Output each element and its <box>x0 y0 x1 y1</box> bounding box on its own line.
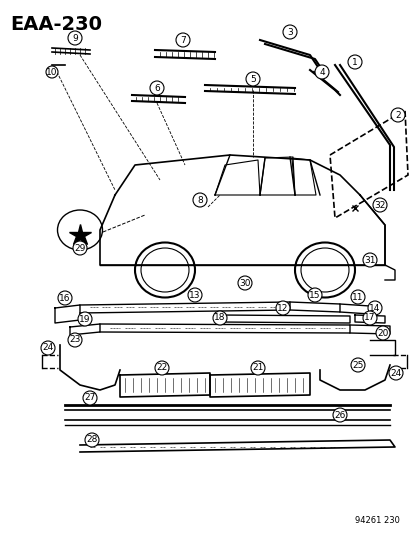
Text: 24: 24 <box>389 368 401 377</box>
Text: 8: 8 <box>197 196 202 205</box>
Text: 29: 29 <box>74 244 85 253</box>
Circle shape <box>362 311 376 325</box>
Text: 1: 1 <box>351 58 357 67</box>
Text: 13: 13 <box>189 290 200 300</box>
Text: 22: 22 <box>156 364 167 373</box>
Circle shape <box>85 433 99 447</box>
Circle shape <box>41 341 55 355</box>
Text: 25: 25 <box>351 360 363 369</box>
Text: 94261 230: 94261 230 <box>354 516 399 525</box>
Circle shape <box>372 198 386 212</box>
Circle shape <box>350 358 364 372</box>
Circle shape <box>314 65 328 79</box>
Text: 26: 26 <box>334 410 345 419</box>
Text: 32: 32 <box>373 200 385 209</box>
Circle shape <box>375 326 389 340</box>
Circle shape <box>332 408 346 422</box>
Text: 10: 10 <box>46 68 57 77</box>
Circle shape <box>58 291 72 305</box>
Circle shape <box>237 276 252 290</box>
Text: 3: 3 <box>287 28 292 36</box>
Circle shape <box>176 33 190 47</box>
Circle shape <box>367 301 381 315</box>
Text: EAA-230: EAA-230 <box>10 15 102 34</box>
Text: 21: 21 <box>252 364 263 373</box>
Text: 18: 18 <box>214 313 225 322</box>
Circle shape <box>275 301 289 315</box>
Circle shape <box>46 66 58 78</box>
Circle shape <box>307 288 321 302</box>
Text: 31: 31 <box>363 255 375 264</box>
Text: 4: 4 <box>318 68 324 77</box>
Circle shape <box>362 253 376 267</box>
Text: 12: 12 <box>277 303 288 312</box>
Circle shape <box>68 333 82 347</box>
Circle shape <box>212 311 226 325</box>
Text: 27: 27 <box>84 393 95 402</box>
Circle shape <box>188 288 202 302</box>
Text: 15: 15 <box>309 290 320 300</box>
Text: 23: 23 <box>69 335 81 344</box>
Text: 11: 11 <box>351 293 363 302</box>
Text: 7: 7 <box>180 36 185 44</box>
Text: 30: 30 <box>239 279 250 287</box>
Text: 28: 28 <box>86 435 97 445</box>
Circle shape <box>68 31 82 45</box>
Text: 16: 16 <box>59 294 71 303</box>
Circle shape <box>282 25 296 39</box>
Text: 17: 17 <box>363 313 375 322</box>
Text: 5: 5 <box>249 75 255 84</box>
Circle shape <box>83 391 97 405</box>
Circle shape <box>390 108 404 122</box>
Text: 19: 19 <box>79 314 90 324</box>
Text: 14: 14 <box>368 303 380 312</box>
Circle shape <box>350 290 364 304</box>
Circle shape <box>347 55 361 69</box>
Text: 6: 6 <box>154 84 159 93</box>
Circle shape <box>245 72 259 86</box>
Circle shape <box>150 81 164 95</box>
Text: 2: 2 <box>394 110 400 119</box>
Text: 24: 24 <box>42 343 54 352</box>
Circle shape <box>388 366 402 380</box>
Circle shape <box>192 193 206 207</box>
Text: 9: 9 <box>72 34 78 43</box>
Text: 20: 20 <box>376 328 388 337</box>
Circle shape <box>154 361 169 375</box>
Circle shape <box>78 312 92 326</box>
Circle shape <box>73 241 87 255</box>
Circle shape <box>250 361 264 375</box>
